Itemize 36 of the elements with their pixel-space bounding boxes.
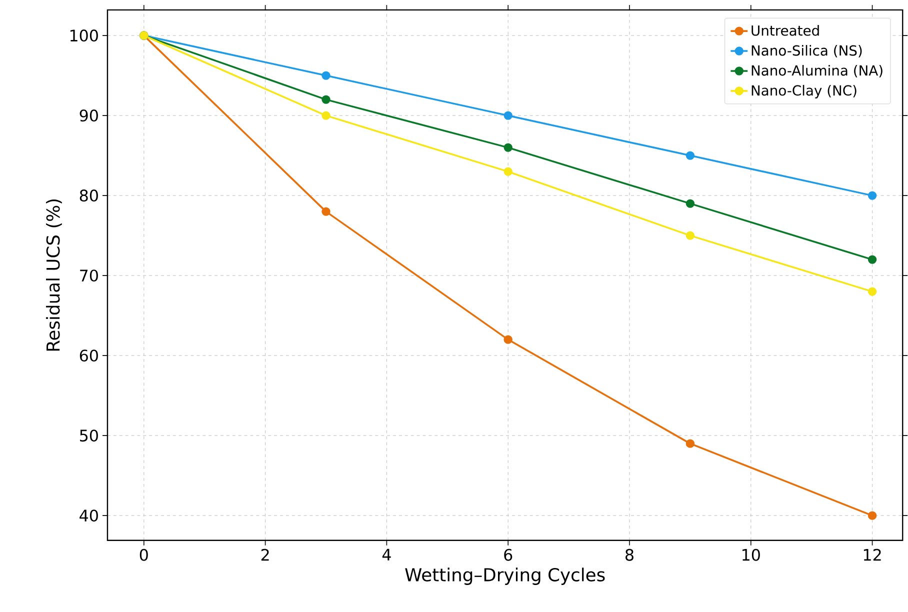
- y-tick-label: 60: [80, 350, 98, 362]
- x-tick-label: 8: [626, 548, 634, 561]
- y-tick-label: 90: [80, 110, 98, 122]
- y-tick-label: 70: [80, 270, 98, 282]
- point: [686, 231, 695, 240]
- point: [686, 439, 695, 448]
- point: [868, 287, 877, 296]
- x-tick-label: 2: [261, 548, 269, 561]
- x-tick-label: 4: [382, 548, 391, 560]
- y-tick-label: 80: [80, 190, 98, 202]
- point: [868, 511, 877, 520]
- x-tick-label: 12: [864, 548, 881, 561]
- legend-label: Nano-Silica (NS): [752, 44, 862, 58]
- point: [322, 111, 330, 120]
- point: [322, 207, 330, 216]
- point: [868, 255, 877, 264]
- x-axis-title: Wetting–Drying Cycles: [405, 568, 605, 585]
- point: [686, 151, 695, 160]
- point: [322, 71, 330, 80]
- point: [504, 335, 512, 344]
- legend-label: Nano-Alumina (NA): [752, 64, 882, 78]
- y-tick-label: 50: [80, 430, 98, 442]
- point: [868, 191, 877, 200]
- legend-label: Nano-Clay (NC): [752, 84, 856, 98]
- y-axis-title: Residual UCS (%): [46, 199, 62, 351]
- x-tick-label: 6: [504, 548, 512, 561]
- point: [686, 199, 695, 208]
- x-tick-label: 0: [140, 548, 148, 561]
- legend-label: Untreated: [752, 25, 819, 36]
- point: [504, 167, 512, 176]
- x-tick-label: 10: [742, 548, 760, 561]
- point: [504, 143, 512, 152]
- y-tick-label: 100: [70, 30, 98, 42]
- y-tick-label: 40: [80, 510, 98, 522]
- point: [322, 95, 330, 104]
- point: [504, 111, 512, 120]
